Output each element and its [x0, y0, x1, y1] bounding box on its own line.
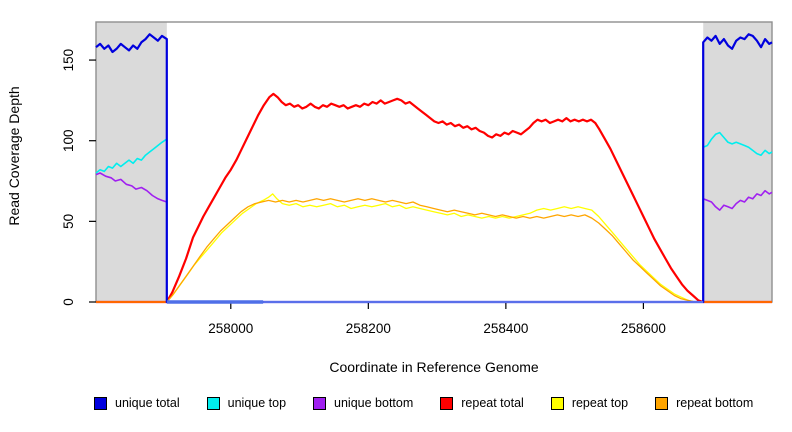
legend-item-unique-total: unique total — [94, 396, 180, 410]
legend-item-unique-top: unique top — [206, 396, 287, 410]
y-tick-label: 100 — [61, 129, 76, 152]
legend-item-repeat-top: repeat top — [550, 396, 629, 410]
x-tick-label: 258400 — [483, 321, 528, 336]
legend-swatch-repeat-top — [550, 396, 564, 410]
legend-label: repeat bottom — [676, 396, 754, 410]
y-tick-label: 50 — [61, 214, 76, 229]
series-line-repeat-top — [96, 193, 772, 303]
legend-swatch-unique-total — [94, 396, 107, 410]
legend-item-unique-bottom: unique bottom — [313, 396, 413, 410]
legend-item-repeat-bottom: repeat bottom — [655, 396, 753, 410]
x-tick-label: 258000 — [208, 321, 253, 336]
y-axis-title: Read Coverage Depth — [6, 86, 22, 226]
legend-swatch-repeat-total — [440, 396, 454, 410]
series-line-unique-bottom — [95, 172, 773, 303]
shaded-region — [703, 22, 772, 302]
x-tick-label: 258600 — [621, 321, 666, 336]
x-tick-label: 258200 — [346, 321, 391, 336]
legend-label: unique bottom — [334, 396, 414, 410]
legend-swatch-unique-bottom — [313, 396, 327, 410]
series-line-unique-top — [95, 131, 773, 303]
legend-item-repeat-total: repeat total — [440, 396, 524, 410]
legend-swatch-unique-top — [206, 396, 220, 410]
legend: unique total unique top unique bottom repea… — [94, 396, 753, 410]
legend-label: unique top — [227, 396, 287, 410]
y-tick-label: 0 — [61, 298, 76, 306]
legend-label: repeat top — [571, 396, 629, 410]
legend-swatch-repeat-bottom — [655, 396, 669, 410]
legend-label: repeat total — [461, 396, 524, 410]
y-tick-label: 150 — [61, 49, 76, 72]
legend-label: unique total — [115, 396, 180, 410]
series-line-repeat-total — [96, 92, 772, 304]
series-line-repeat-bottom — [96, 198, 772, 303]
x-axis-title: Coordinate in Reference Genome — [329, 359, 539, 375]
